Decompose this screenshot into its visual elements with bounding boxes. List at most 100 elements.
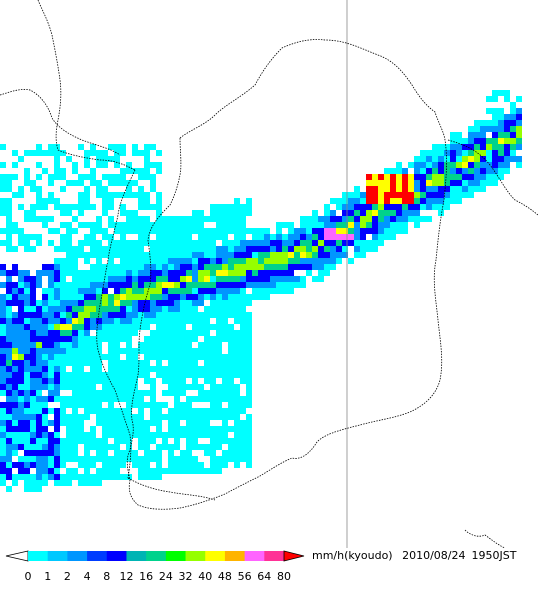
rain-cell — [114, 336, 120, 342]
rain-cell — [108, 240, 114, 246]
rain-cell — [216, 468, 222, 474]
rain-cell — [168, 312, 174, 318]
rain-cell — [24, 216, 30, 222]
legend-swatch — [47, 551, 68, 561]
rain-cell — [198, 228, 204, 234]
rain-cell — [222, 396, 228, 402]
rain-cell — [150, 186, 156, 192]
legend-arrow-right — [283, 550, 305, 562]
rain-cell — [228, 336, 234, 342]
rain-cell — [456, 132, 462, 138]
rain-cell — [66, 330, 72, 336]
rain-cell — [120, 420, 126, 426]
rain-cell — [198, 294, 204, 300]
rain-cell — [288, 252, 294, 258]
rain-cell — [30, 384, 36, 390]
rain-cell — [228, 384, 234, 390]
rain-cell — [312, 246, 318, 252]
rain-cell — [216, 324, 222, 330]
rain-cell — [180, 264, 186, 270]
rain-cell — [390, 168, 396, 174]
rain-cell — [330, 216, 336, 222]
prefecture-boundaries — [0, 0, 538, 548]
rain-cell — [192, 378, 198, 384]
rain-cell — [426, 216, 432, 222]
rain-cell — [246, 444, 252, 450]
rain-cell — [0, 408, 6, 414]
rain-cell — [468, 138, 474, 144]
rain-cell — [324, 252, 330, 258]
rain-cell — [150, 408, 156, 414]
rain-cell — [30, 276, 36, 282]
rain-cell — [444, 192, 450, 198]
rain-cell — [36, 216, 42, 222]
rain-cell — [96, 288, 102, 294]
rain-cell — [324, 258, 330, 264]
rain-cell — [198, 270, 204, 276]
rain-cell — [162, 336, 168, 342]
rain-cell — [120, 312, 126, 318]
rain-cell — [12, 228, 18, 234]
legend-tick-label: 32 — [178, 570, 193, 583]
rain-cell — [174, 228, 180, 234]
rain-cell — [6, 324, 12, 330]
rain-cell — [6, 330, 12, 336]
rain-cell — [54, 276, 60, 282]
rain-cell — [150, 330, 156, 336]
rain-cell — [6, 450, 12, 456]
rain-cell — [6, 420, 12, 426]
rain-cell — [240, 438, 246, 444]
rain-cell — [66, 300, 72, 306]
rain-cell — [168, 258, 174, 264]
rain-cell — [42, 324, 48, 330]
rain-cell — [198, 288, 204, 294]
rain-cell — [450, 144, 456, 150]
rain-cell — [198, 384, 204, 390]
rain-cell — [234, 456, 240, 462]
rain-cell — [216, 456, 222, 462]
rain-cell — [216, 228, 222, 234]
rain-cell — [72, 288, 78, 294]
rain-cell — [96, 360, 102, 366]
rain-cell — [324, 216, 330, 222]
rain-cell — [36, 360, 42, 366]
rain-cell — [138, 150, 144, 156]
rain-cell — [54, 474, 60, 480]
rain-cell — [54, 324, 60, 330]
rain-cell — [60, 306, 66, 312]
rain-cell — [66, 342, 72, 348]
rain-cell — [390, 204, 396, 210]
rain-cell — [204, 408, 210, 414]
rain-cell — [234, 360, 240, 366]
rain-cell — [342, 234, 348, 240]
rain-cell — [12, 192, 18, 198]
rain-cell — [48, 198, 54, 204]
rain-cell — [96, 342, 102, 348]
rain-cell — [120, 372, 126, 378]
rain-cell — [0, 444, 6, 450]
rain-cell — [210, 246, 216, 252]
rain-cell — [204, 288, 210, 294]
rain-cell — [54, 408, 60, 414]
rain-cell — [294, 228, 300, 234]
rain-cell — [132, 282, 138, 288]
rain-cell — [234, 342, 240, 348]
rain-cell — [324, 204, 330, 210]
rain-cell — [72, 354, 78, 360]
rain-cell — [48, 450, 54, 456]
rain-cell — [0, 432, 6, 438]
rain-cell — [108, 336, 114, 342]
rain-cell — [222, 354, 228, 360]
rain-cell — [150, 354, 156, 360]
rain-cell — [102, 210, 108, 216]
rain-cell — [240, 204, 246, 210]
rain-cell — [42, 438, 48, 444]
rain-cell — [54, 396, 60, 402]
rain-cell — [210, 450, 216, 456]
rain-cell — [72, 378, 78, 384]
rain-cell — [60, 354, 66, 360]
rain-cell — [462, 186, 468, 192]
rain-cell — [210, 378, 216, 384]
rain-cell — [192, 408, 198, 414]
rain-cell — [36, 432, 42, 438]
